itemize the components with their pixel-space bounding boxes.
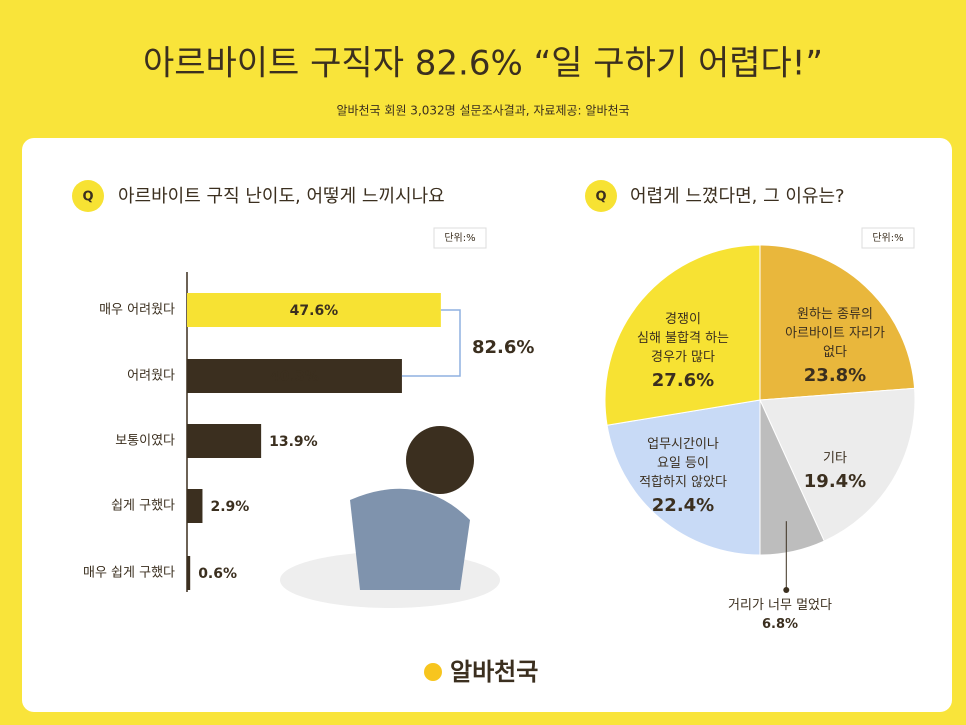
bar <box>187 424 262 458</box>
slice-label: 경쟁이 심해 불합격 하는 경우가 많다 27.6% <box>637 312 729 391</box>
slice-label: 거리가 너무 멀었다 6.8% <box>728 598 832 632</box>
slice-value: 19.4% <box>803 471 867 492</box>
value-label: 2.9% <box>210 499 249 515</box>
annotation: 82.6% <box>472 337 534 358</box>
slice-label: 원하는 종류의 아르바이트 자리가 없다 23.8% <box>785 307 885 386</box>
bar <box>187 359 402 393</box>
q-badge: Q <box>595 190 606 205</box>
value-label: 40.3% <box>270 369 319 385</box>
unit: 단위:% <box>444 231 475 244</box>
leader-dot <box>783 587 790 593</box>
brand: 알바천국 <box>450 658 538 686</box>
category-label: 매우 쉽게 구했다 <box>83 565 175 581</box>
slice-value: 22.4% <box>651 495 715 516</box>
slice-value: 6.8% <box>761 617 799 632</box>
unit: 단위:% <box>872 231 903 244</box>
category-label: 보통이였다 <box>115 434 175 449</box>
category-label: 쉽게 구했다 <box>111 498 175 514</box>
q-badge: Q <box>82 190 93 205</box>
bar <box>187 489 203 523</box>
value-label: 0.6% <box>198 566 237 582</box>
q-badge-bg <box>585 180 617 212</box>
chart-title: 아르바이트 구직 난이도, 어떻게 느끼시나요 <box>118 186 445 207</box>
unit-box <box>433 227 487 249</box>
chart-title: 어렵게 느꼈다면, 그 이유는? <box>630 186 845 207</box>
illustration <box>406 426 474 494</box>
illustration <box>350 488 470 590</box>
pie-slice <box>759 244 916 401</box>
value-label: 13.9% <box>269 434 318 450</box>
bar <box>187 556 191 590</box>
value-label: 47.6% <box>290 303 339 319</box>
category-label: 어려웠다 <box>127 369 175 384</box>
brand-icon <box>424 663 442 681</box>
category-label: 매우 어려웠다 <box>99 303 175 318</box>
bar <box>187 293 441 327</box>
slice-value: 27.6% <box>651 370 715 391</box>
q-badge-bg <box>72 180 104 212</box>
main-title: 아르바이트 구직자 82.6% “일 구하기 어렵다!” <box>143 44 823 84</box>
pie-slice <box>606 399 761 556</box>
subtitle: 알바천국 회원 3,032명 설문조사결과, 자료제공: 알바천국 <box>336 103 629 118</box>
bracket <box>401 309 461 377</box>
slice-label: 업무시간이나 요일 등이 적합하지 않았다 22.4% <box>639 437 727 516</box>
slice-value: 23.8% <box>803 365 867 386</box>
slice-label: 기타 19.4% <box>803 451 867 492</box>
unit-box <box>861 227 915 249</box>
pie-slice <box>759 387 916 542</box>
pie-slice <box>604 244 761 426</box>
